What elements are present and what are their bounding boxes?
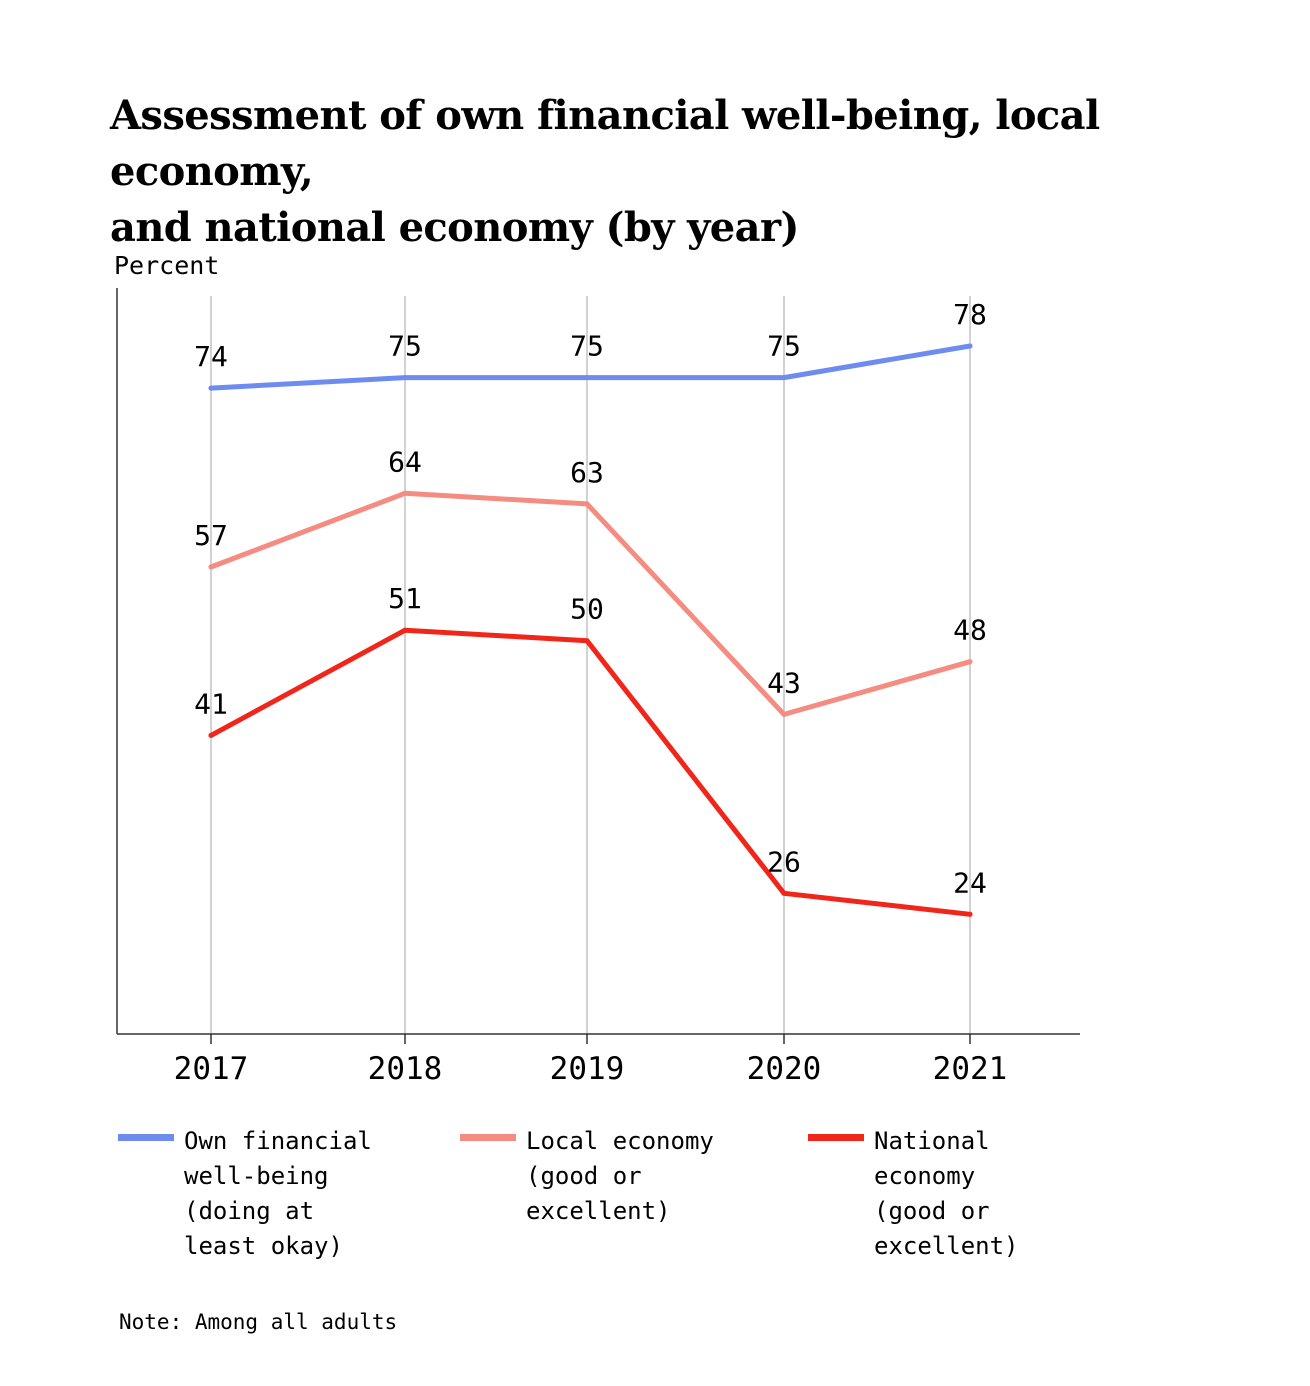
x-tick-label-2020: 2020: [747, 1051, 822, 1087]
data-point-local-economy-2017: [208, 564, 214, 570]
data-label-own-financial-2019: 75: [570, 330, 604, 363]
data-label-own-financial-2020: 75: [767, 330, 801, 363]
legend-label-line: (good or: [874, 1197, 990, 1225]
legend-label-line: (good or: [526, 1162, 642, 1190]
x-tick-label-2017: 2017: [174, 1051, 249, 1087]
data-point-own-financial-2018: [402, 375, 408, 381]
data-point-national-economy-2021: [967, 911, 973, 917]
data-labels: 74 75 75 75 78 57 64 63 43 48 41 51 50 26 24: [194, 298, 987, 899]
data-label-national-economy-2018: 51: [388, 582, 422, 615]
chart-title-line-1: Assessment of own financial well-being, …: [110, 92, 1100, 195]
data-point-local-economy-2018: [402, 490, 408, 496]
y-axis-label: Percent: [114, 251, 219, 280]
data-point-own-financial-2021: [967, 343, 973, 349]
legend-label-line: (doing at: [184, 1197, 315, 1225]
data-point-national-economy-2017: [208, 732, 214, 738]
legend-label-line: National: [874, 1127, 990, 1155]
legend-label-line: excellent): [874, 1232, 1019, 1260]
data-label-national-economy-2019: 50: [570, 593, 604, 626]
legend-swatch-own-financial: [118, 1134, 174, 1141]
chart-title-line-2: and national economy (by year): [110, 204, 799, 251]
axes: [116, 288, 1080, 1044]
data-point-own-financial-2020: [781, 375, 787, 381]
data-point-national-economy-2019: [584, 638, 590, 644]
data-label-local-economy-2021: 48: [953, 614, 987, 647]
data-label-own-financial-2021: 78: [953, 298, 987, 331]
data-point-own-financial-2019: [584, 375, 590, 381]
legend-label-line: Local economy: [526, 1127, 714, 1155]
data-label-local-economy-2019: 63: [570, 456, 604, 489]
chart-title: Assessment of own financial well-being, …: [110, 88, 1230, 256]
gridlines: [210, 296, 971, 1034]
data-label-local-economy-2020: 43: [767, 666, 801, 699]
series-line-national-economy: [208, 627, 973, 917]
data-point-local-economy-2019: [584, 501, 590, 507]
data-label-national-economy-2020: 26: [767, 845, 801, 878]
x-tick-label-2019: 2019: [550, 1051, 625, 1087]
data-label-national-economy-2017: 41: [194, 687, 228, 720]
data-point-national-economy-2020: [781, 890, 787, 896]
data-label-local-economy-2018: 64: [388, 445, 422, 478]
x-tick-label-2018: 2018: [368, 1051, 443, 1087]
legend-label-line: economy: [874, 1162, 976, 1190]
legend-label-line: least okay): [184, 1232, 343, 1260]
data-point-national-economy-2018: [402, 627, 408, 633]
data-point-local-economy-2020: [781, 711, 787, 717]
legend-label-line: Own financial: [184, 1127, 372, 1155]
legend-label-national-economy: National economy (good or excellent): [874, 1124, 1019, 1264]
legend-swatch-national-economy: [808, 1134, 864, 1141]
legend-label-line: well-being: [184, 1162, 329, 1190]
data-label-local-economy-2017: 57: [194, 519, 228, 552]
data-point-local-economy-2021: [967, 659, 973, 665]
data-label-national-economy-2021: 24: [953, 866, 987, 899]
x-tick-label-2021: 2021: [933, 1051, 1008, 1087]
legend-label-local-economy: Local economy (good or excellent): [526, 1124, 714, 1229]
data-label-own-financial-2018: 75: [388, 330, 422, 363]
series-lines: [208, 343, 973, 917]
legend-label-own-financial: Own financial well-being (doing at least ok…: [184, 1124, 372, 1264]
data-point-own-financial-2017: [208, 385, 214, 391]
legend-swatch-local-economy: [460, 1134, 516, 1141]
chart-note: Note: Among all adults: [119, 1310, 398, 1334]
legend-label-line: excellent): [526, 1197, 671, 1225]
data-label-own-financial-2017: 74: [194, 340, 228, 373]
x-tick-labels: 2017 2018 2019 2020 2021: [174, 1051, 1008, 1087]
